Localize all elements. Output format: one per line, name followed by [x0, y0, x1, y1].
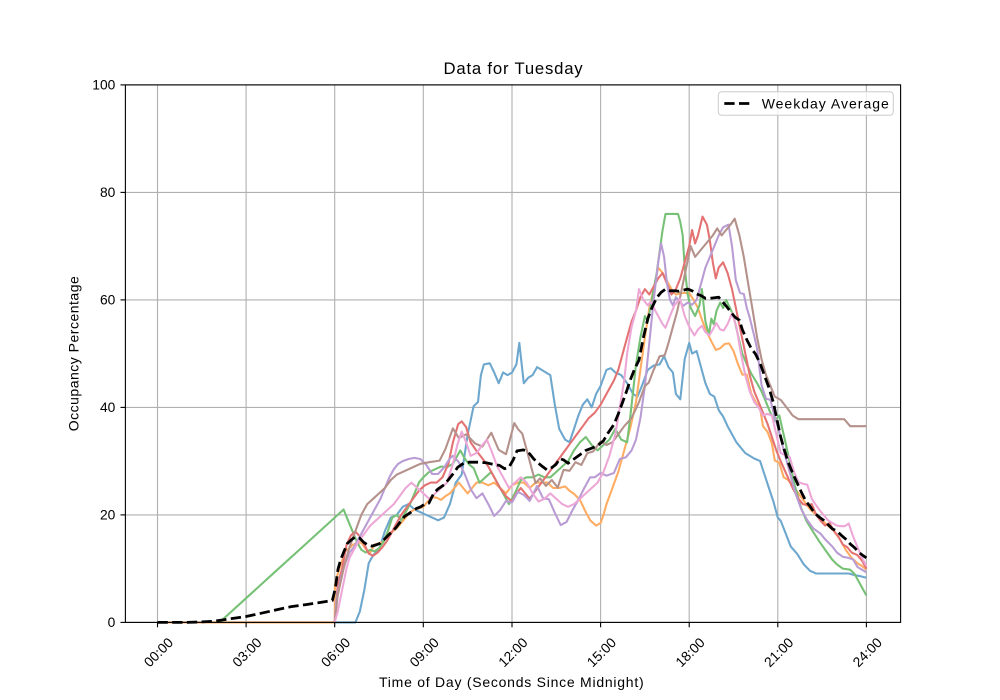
svg-text:Time of Day (Seconds Since Mid: Time of Day (Seconds Since Midnight): [379, 674, 644, 690]
svg-text:0: 0: [108, 615, 116, 630]
svg-text:100: 100: [92, 78, 115, 93]
svg-text:Data for Tuesday: Data for Tuesday: [444, 59, 584, 78]
svg-text:40: 40: [100, 400, 116, 415]
svg-text:Occupancy Percentage: Occupancy Percentage: [65, 276, 81, 432]
svg-text:80: 80: [100, 185, 116, 200]
svg-text:60: 60: [100, 293, 116, 308]
svg-text:20: 20: [100, 508, 116, 523]
svg-text:Weekday Average: Weekday Average: [762, 95, 890, 111]
